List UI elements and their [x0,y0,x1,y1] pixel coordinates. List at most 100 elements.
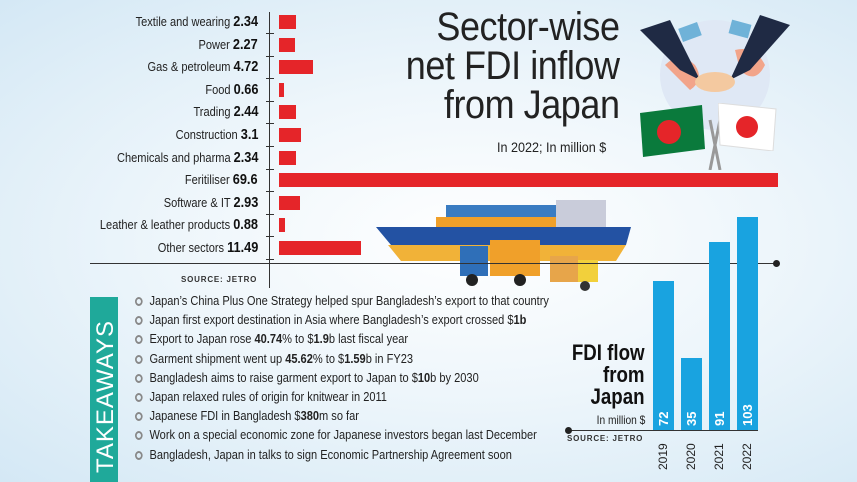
takeaway-text: 1b [513,312,527,328]
chart-title: Sector-wise net FDI inflow from Japan [406,5,621,127]
bar-label: Power 2.27 [198,35,258,53]
divider-line [90,263,776,264]
category-label: Chemicals and pharma [116,149,234,165]
bar [279,82,284,97]
takeaway-text: b in FY23 [365,350,414,366]
bullet-icon [135,316,143,326]
category-label: Textile and wearing [135,14,234,29]
takeaway-text: 45.62 [285,350,313,366]
bar-label: Chemicals and pharma 2.34 [116,148,258,166]
takeaway-text: Export to Japan rose [149,331,255,347]
value-label: 2.34 [233,13,258,30]
vbar [737,216,758,430]
vchart-baseline [568,430,758,431]
takeaway-text: Japanese FDI in Bangladesh $ [149,408,301,424]
category-label: Gas & petroleum [147,59,234,75]
bar [279,150,296,165]
bar-label: Trading 2.44 [193,104,258,120]
truck-icon [460,240,598,291]
title-line: from Japan [444,83,620,127]
value-label: 4.72 [233,58,258,76]
divider-dot [773,260,780,267]
vbar-value-label: 35 [684,411,699,426]
category-label: Power [198,36,234,52]
bullet-icon [135,354,143,364]
bar [279,241,362,255]
bar [279,105,297,120]
bar [279,173,778,188]
value-label: 0.66 [233,80,258,98]
bullet-icon [135,412,143,422]
value-label: 0.88 [233,216,258,234]
value-label: 2.34 [233,148,258,166]
axis-tick [266,33,274,34]
value-label: 2.27 [233,35,258,53]
axis-tick [266,259,274,260]
takeaway-text: 10 [417,369,431,385]
axis-tick [266,213,274,215]
value-label: 11.49 [226,239,258,256]
vbar [709,241,730,430]
takeaway-item: Bangladesh aims to raise garment export … [135,370,479,386]
year-label: 2021 [712,443,726,470]
axis-tick [266,168,274,170]
takeaway-text: b last fiscal year [328,331,409,347]
axis-tick [266,123,274,125]
category-label: Construction [175,127,241,142]
axis-tick [266,55,274,57]
japan-flag-icon [718,103,777,151]
takeaway-text: Japan first export destination in Asia w… [149,312,514,328]
takeaway-item: Japanese FDI in Bangladesh $380m so far [135,408,359,424]
takeaway-text: 1.9 [313,331,329,347]
vchart-dot [565,427,572,434]
bangladesh-flag-icon [640,105,705,157]
axis-tick [266,146,274,147]
bar-label: Leather & leather products 0.88 [100,217,258,233]
bar-label: Feritiliser 69.6 [185,172,258,188]
bar-label: Textile and wearing 2.34 [136,14,258,30]
takeaway-text: % to $ [312,350,345,366]
vchart-title-line: Japan [590,384,645,409]
vchart-unit: In million $ [596,413,645,427]
value-label: 2.93 [233,193,258,211]
takeaway-item: Garment shipment went up 45.62% to $1.59… [135,351,413,367]
takeaways-band [90,297,118,482]
chart-subtitle: In 2022; In million $ [497,139,607,155]
takeaway-item: Bangladesh, Japan in talks to sign Econo… [135,447,512,463]
takeaway-item: Japan first export destination in Asia w… [135,312,526,328]
takeaway-item: Export to Japan rose 40.74% to $1.9b las… [135,331,408,347]
bar-label: Construction 3.1 [175,127,258,143]
bar-label: Gas & petroleum 4.72 [147,59,258,75]
bar-label: Other sectors 11.49 [157,240,258,256]
title-line: Sector-wise [436,5,621,49]
year-label: 2020 [684,443,698,470]
axis-tick [266,78,274,80]
bullet-icon [135,297,143,306]
bar [279,195,300,210]
category-label: Trading [193,104,234,120]
bar [279,218,286,233]
axis-tick [266,191,274,193]
value-label: 2.44 [233,103,258,121]
takeaway-text: % to $ [282,331,314,347]
takeaway-text: Japan’s China Plus One Strategy helped s… [149,293,549,308]
axis-tick [266,236,274,238]
vbar-value-label: 72 [656,411,671,426]
bar [279,60,313,75]
category-label: Leather & leather products [99,217,234,233]
bullet-icon [135,335,143,345]
category-label: Software & IT [163,194,234,210]
year-label: 2019 [656,443,670,470]
takeaway-text: Work on a special economic zone for Japa… [149,427,537,443]
takeaway-text: Garment shipment went up [149,350,286,366]
vbar-value-label: 103 [740,404,755,426]
category-label: Feritiliser [185,172,234,188]
takeaway-text: m so far [319,408,359,424]
axis-tick [266,100,274,102]
value-label: 69.6 [233,171,258,189]
bar-chart-axis [269,12,270,288]
year-label: 2022 [740,443,754,470]
bullet-icon [135,393,143,402]
takeaway-item: Work on a special economic zone for Japa… [135,427,537,443]
category-label: Food [204,81,234,97]
